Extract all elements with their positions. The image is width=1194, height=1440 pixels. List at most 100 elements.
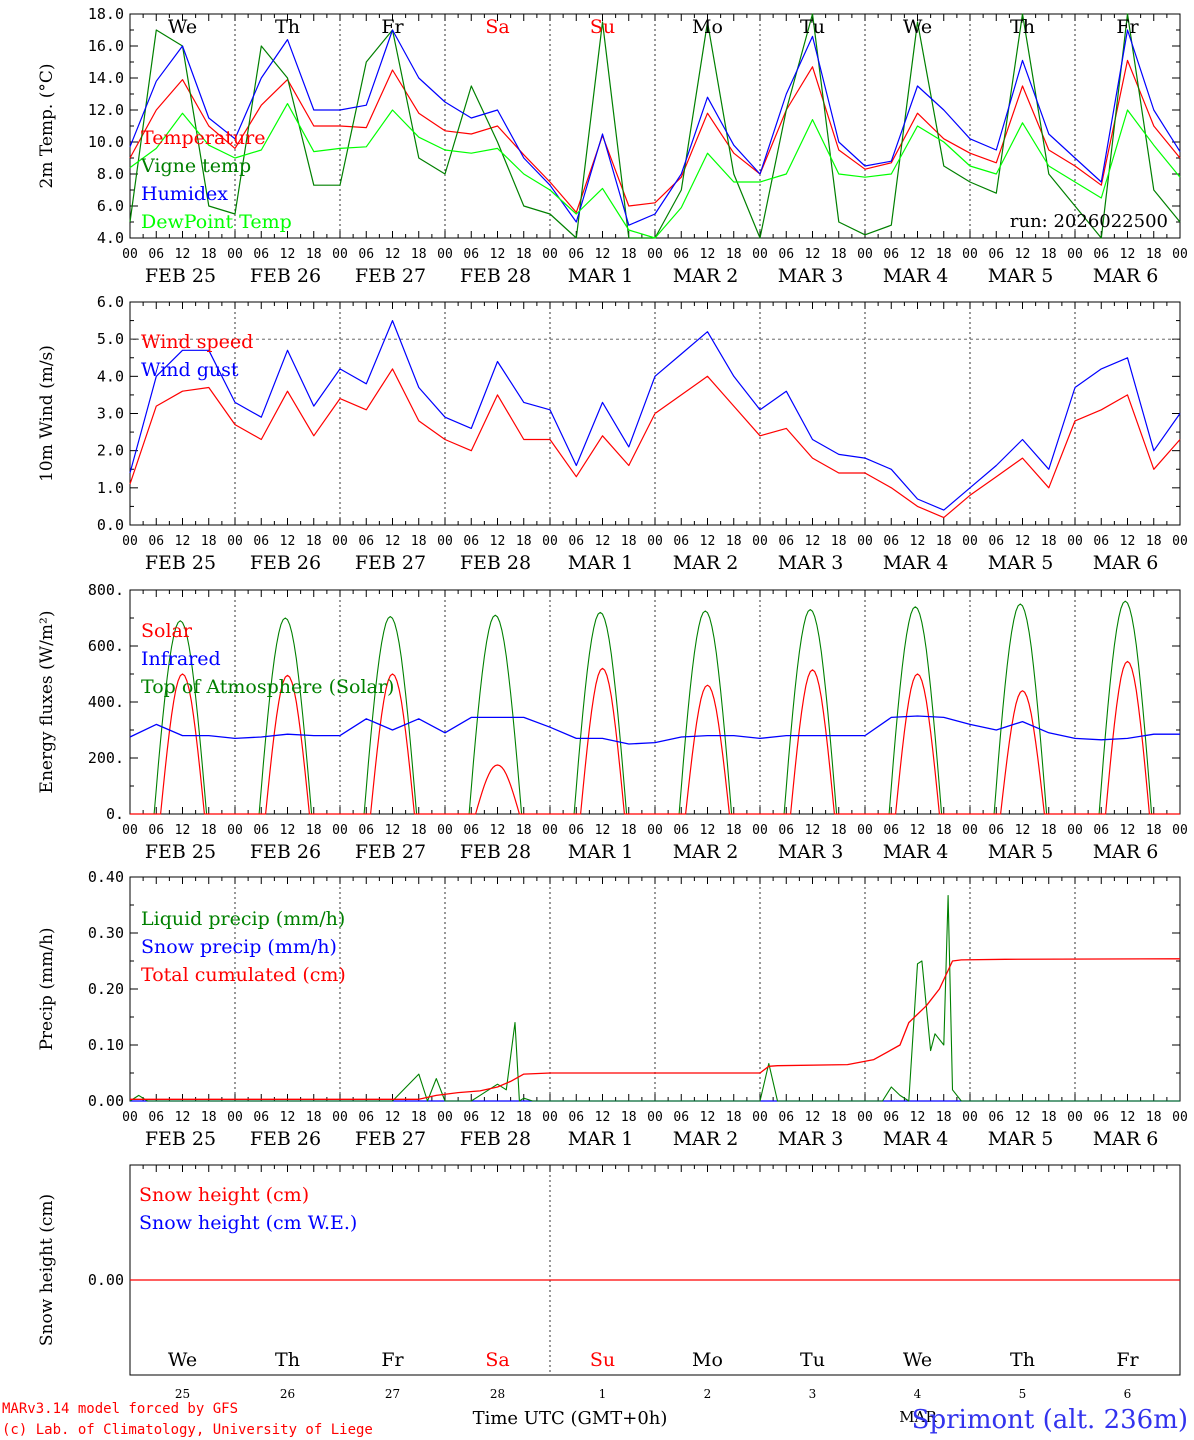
hour-tick-label: 12 <box>385 1110 401 1125</box>
hour-tick-label: 12 <box>175 534 191 549</box>
date-label: MAR 3 <box>778 841 844 863</box>
hour-tick-label: 18 <box>201 534 217 549</box>
hour-tick-label: 06 <box>148 1110 164 1125</box>
y-tick-label: 5.0 <box>97 330 124 348</box>
hour-tick-label: 18 <box>936 247 952 262</box>
date-label: MAR 2 <box>673 552 739 574</box>
date-label: MAR 1 <box>568 552 634 574</box>
hour-tick-label: 12 <box>595 534 611 549</box>
hour-tick-label: 06 <box>253 534 269 549</box>
hour-tick-label: 00 <box>227 534 243 549</box>
hour-tick-label: 12 <box>385 534 401 549</box>
hour-tick-label: 12 <box>700 534 716 549</box>
hour-tick-label: 12 <box>1015 534 1031 549</box>
hour-tick-label: 18 <box>306 247 322 262</box>
date-label: MAR 6 <box>1093 841 1159 863</box>
date-label: FEB 27 <box>355 552 426 574</box>
hour-tick-label: 18 <box>201 247 217 262</box>
hour-tick-label: 18 <box>726 247 742 262</box>
bottom-day-number: 1 <box>599 1387 607 1401</box>
hour-tick-label: 06 <box>778 1110 794 1125</box>
hour-tick-label: 00 <box>542 534 558 549</box>
day-of-week-label: Tu <box>800 16 825 38</box>
hour-tick-label: 12 <box>490 534 506 549</box>
hour-tick-label: 00 <box>752 247 768 262</box>
hour-tick-label: 12 <box>910 534 926 549</box>
hour-tick-label: 00 <box>1172 534 1188 549</box>
hour-tick-label: 12 <box>490 823 506 838</box>
y-tick-label: 3.0 <box>97 405 124 423</box>
day-of-week-label: Th <box>275 1349 300 1371</box>
date-label: MAR 2 <box>673 265 739 287</box>
y-tick-label: 0. <box>106 805 124 823</box>
chart-panel-4: 0.00 0.10 0.20 0.30 0.40 Precip (mm/h) 00 06 12 1… <box>37 868 1188 1150</box>
day-of-week-label: Sa <box>485 16 509 38</box>
hour-tick-label: 06 <box>673 247 689 262</box>
legend-item: Vigne temp <box>140 155 251 177</box>
hour-tick-label: 12 <box>280 1110 296 1125</box>
y-tick-label: 10.0 <box>88 133 124 151</box>
day-of-week-label: Th <box>275 16 300 38</box>
date-label: MAR 4 <box>883 265 949 287</box>
y-tick-label: 0.40 <box>88 868 124 886</box>
y-tick-label: 6.0 <box>97 197 124 215</box>
day-of-week-label: Th <box>1010 1349 1035 1371</box>
y-tick-label: 4.0 <box>97 229 124 247</box>
day-of-week-label: Sa <box>485 1349 509 1371</box>
legend-item: Infrared <box>141 648 221 670</box>
y-tick-label: 14.0 <box>88 69 124 87</box>
date-label: MAR 5 <box>988 841 1054 863</box>
series-top-of-atmosphere <box>130 600 1180 815</box>
y-tick-label: 800. <box>88 581 124 599</box>
hour-tick-label: 00 <box>1172 823 1188 838</box>
date-label: FEB 28 <box>460 841 531 863</box>
date-label: FEB 25 <box>145 1128 216 1150</box>
hour-tick-label: 06 <box>778 534 794 549</box>
hour-tick-label: 12 <box>1120 823 1136 838</box>
y-axis-label: Precip (mm/h) <box>37 927 57 1050</box>
hour-tick-label: 18 <box>726 823 742 838</box>
hour-tick-label: 06 <box>358 534 374 549</box>
hour-tick-label: 00 <box>437 823 453 838</box>
y-tick-label: 4.0 <box>97 367 124 385</box>
date-label: FEB 26 <box>250 841 321 863</box>
day-of-week-label: Mo <box>692 16 723 38</box>
hour-tick-label: 06 <box>463 247 479 262</box>
hour-tick-label: 12 <box>910 247 926 262</box>
hour-tick-label: 12 <box>175 823 191 838</box>
legend-item: Total cumulated (cm) <box>141 964 346 986</box>
hour-tick-label: 00 <box>122 823 138 838</box>
date-label: FEB 26 <box>250 1128 321 1150</box>
hour-tick-label: 00 <box>647 1110 663 1125</box>
day-of-week-label: Fr <box>1116 16 1139 38</box>
hour-tick-label: 00 <box>752 534 768 549</box>
date-label: MAR 4 <box>883 552 949 574</box>
bottom-day-number: 3 <box>809 1387 817 1401</box>
hour-tick-label: 06 <box>988 247 1004 262</box>
hour-tick-label: 00 <box>227 823 243 838</box>
hour-tick-label: 00 <box>647 823 663 838</box>
hour-tick-label: 06 <box>568 1110 584 1125</box>
y-tick-label: 400. <box>88 693 124 711</box>
hour-tick-label: 12 <box>1015 247 1031 262</box>
credit-line-2: (c) Lab. of Climatology, University of L… <box>2 1422 373 1438</box>
y-tick-label: 16.0 <box>88 37 124 55</box>
y-tick-label: 18.0 <box>88 5 124 23</box>
y-tick-label: 0.10 <box>88 1036 124 1054</box>
hour-tick-label: 00 <box>1067 823 1083 838</box>
hour-tick-label: 12 <box>595 823 611 838</box>
hour-tick-label: 12 <box>1015 823 1031 838</box>
hour-tick-label: 00 <box>437 1110 453 1125</box>
hour-tick-label: 06 <box>253 1110 269 1125</box>
hour-tick-label: 12 <box>490 1110 506 1125</box>
day-of-week-label: Fr <box>381 16 404 38</box>
y-axis-label: Snow height (cm) <box>37 1194 57 1346</box>
hour-tick-label: 06 <box>253 247 269 262</box>
day-of-week-label: Fr <box>1116 1349 1139 1371</box>
date-label: FEB 28 <box>460 265 531 287</box>
hour-tick-label: 00 <box>857 534 873 549</box>
hour-tick-label: 12 <box>595 247 611 262</box>
date-label: MAR 2 <box>673 1128 739 1150</box>
hour-tick-label: 12 <box>805 247 821 262</box>
